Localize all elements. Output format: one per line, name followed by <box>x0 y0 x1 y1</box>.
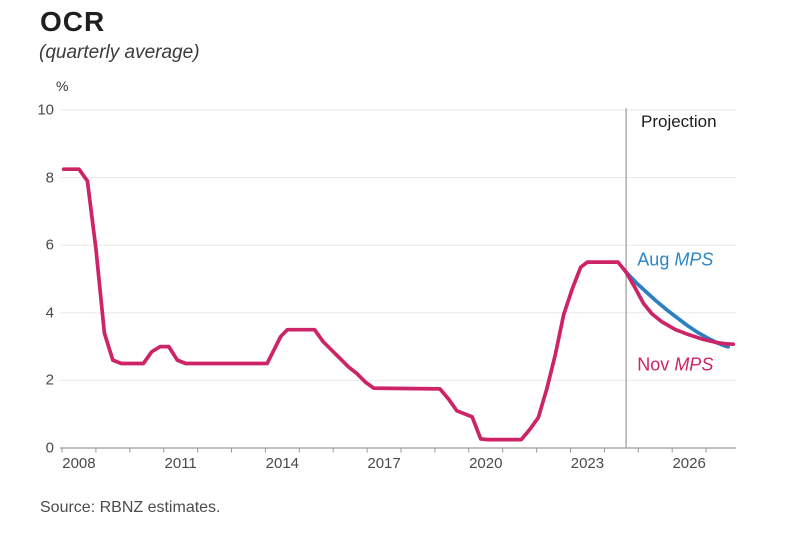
ocr-history-nov-mps-line <box>61 167 736 442</box>
y-axis-unit-label: % <box>56 78 69 94</box>
chart-title: OCR <box>40 6 106 37</box>
source-note: Source: RBNZ estimates. <box>40 499 221 516</box>
chart-subtitle: (quarterly average) <box>39 42 200 63</box>
aug-mps-projection-line <box>624 270 730 349</box>
